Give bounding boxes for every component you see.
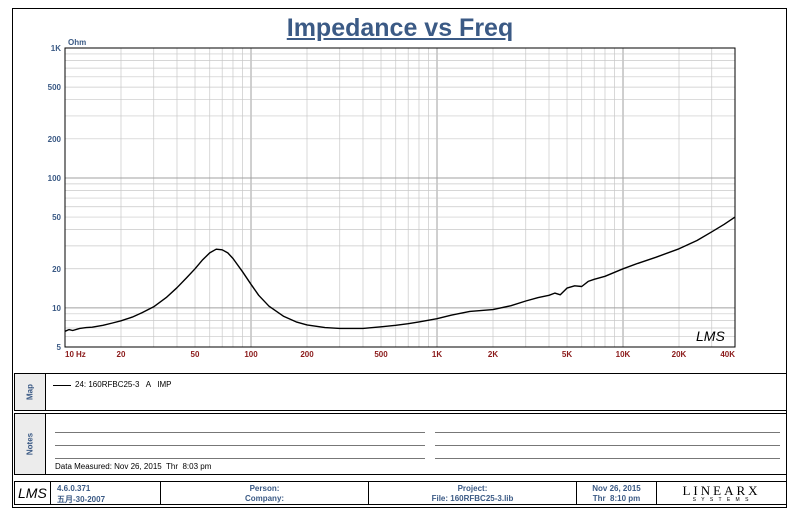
series-layer <box>64 216 736 332</box>
notes-panel: Notes Data Measured: Nov 26, 2015 Thr 8:… <box>14 413 787 475</box>
x-tick-label: 20K <box>672 350 687 359</box>
x-tick-label: 100 <box>244 350 258 359</box>
x-tick-label: 40K <box>720 350 735 359</box>
notes-line[interactable] <box>435 445 780 446</box>
y-tick-label: 500 <box>48 83 62 92</box>
y-tick-label: 20 <box>52 265 61 274</box>
grid <box>65 48 735 347</box>
footer-project-cell: Project: File: 160RFBC25-3.lib <box>369 482 577 504</box>
x-tick-label: 200 <box>300 350 314 359</box>
map-legend-entry[interactable]: 24: 160RFBC25-3 A IMP <box>75 380 172 389</box>
y-tick-label: 5 <box>57 343 62 352</box>
notes-line[interactable] <box>435 432 780 433</box>
company-label: Company: <box>244 494 285 503</box>
x-tick-label: 500 <box>374 350 388 359</box>
data-measured-text: Data Measured: Nov 26, 2015 Thr 8:03 pm <box>55 462 212 471</box>
y-tick-label: 1K <box>51 44 61 53</box>
notes-line[interactable] <box>55 458 425 459</box>
y-tick-label: 50 <box>52 213 61 222</box>
impedance-curve <box>64 216 736 332</box>
y-tick-label: 200 <box>48 135 62 144</box>
footer-bar: LMS 4.6.0.371 五月-30-2007 Person: Company… <box>14 481 787 505</box>
footer-date: Nov 26, 2015 <box>592 484 641 493</box>
map-panel: Map 24: 160RFBC25-3 A IMP <box>14 373 787 411</box>
x-tick-label: 20 <box>117 350 126 359</box>
x-tick-label: 10K <box>616 350 631 359</box>
map-tab[interactable]: Map <box>15 374 46 410</box>
linearx-logo: LINEARX S Y S T E M S <box>657 482 786 504</box>
lms-logo: LMS <box>18 485 47 501</box>
chart-title: Impedance vs Freq <box>286 14 514 42</box>
map-legend-line <box>53 385 71 386</box>
x-tick-labels: 10 20 50 100 200 500 1K 2K 5K 10K 20K 40K <box>65 350 735 359</box>
project-label: Project: <box>457 484 488 493</box>
footer-person-cell: Person: Company: <box>161 482 369 504</box>
y-tick-label: 10 <box>52 304 61 313</box>
y-axis-unit: Ohm <box>68 38 86 47</box>
footer-time: Thr 8:10 pm <box>592 494 641 503</box>
linearx-brand: LINEARX <box>682 483 761 498</box>
version-text: 4.6.0.371 <box>57 484 91 493</box>
map-tab-label: Map <box>25 384 35 400</box>
x-tick-label: 1K <box>432 350 442 359</box>
x-tick-label: 5K <box>562 350 572 359</box>
notes-line[interactable] <box>435 458 780 459</box>
x-tick-label: 50 <box>191 350 200 359</box>
notes-tab[interactable]: Notes <box>15 414 46 474</box>
x-axis-unit: Hz <box>76 350 86 359</box>
person-label: Person: <box>249 484 280 493</box>
file-label: File: 160RFBC25-3.lib <box>431 494 514 503</box>
y-tick-label: 100 <box>48 174 62 183</box>
footer-logo-cell: LMS <box>15 482 51 504</box>
notes-line[interactable] <box>55 445 425 446</box>
linearx-systems: S Y S T E M S <box>692 497 751 503</box>
footer-datetime-cell: Nov 26, 2015 Thr 8:10 pm <box>577 482 657 504</box>
notes-line[interactable] <box>55 432 425 433</box>
x-tick-label: 2K <box>488 350 498 359</box>
build-date-text: 五月-30-2007 <box>57 495 106 504</box>
x-tick-label: 10 <box>65 350 74 359</box>
plot-area-border <box>64 47 736 348</box>
notes-tab-label: Notes <box>25 432 35 456</box>
lms-watermark: LMS <box>696 328 725 344</box>
y-tick-labels: 5 10 20 50 100 200 500 1K <box>48 44 62 352</box>
footer-version-cell: 4.6.0.371 五月-30-2007 <box>51 482 161 504</box>
